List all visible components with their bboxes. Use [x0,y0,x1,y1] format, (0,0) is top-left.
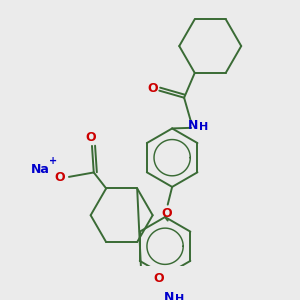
Text: O: O [154,272,164,285]
Text: O: O [147,82,158,95]
Text: N: N [164,291,174,300]
Text: N: N [188,119,198,132]
Text: Na: Na [31,163,50,176]
Text: O: O [85,130,95,143]
Text: O: O [161,207,172,220]
Text: O: O [55,171,65,184]
Text: H: H [175,294,184,300]
Text: H: H [199,122,208,132]
Text: +: + [49,156,57,166]
